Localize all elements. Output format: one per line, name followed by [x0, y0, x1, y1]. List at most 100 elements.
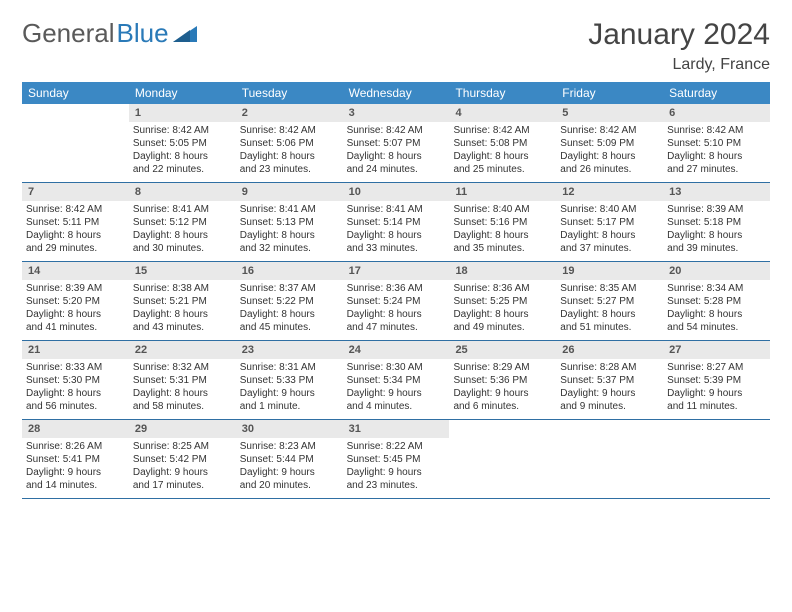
day-number: 25 [449, 341, 556, 359]
day-sunset: Sunset: 5:27 PM [560, 295, 659, 308]
day-sunset: Sunset: 5:17 PM [560, 216, 659, 229]
day-cell: 13Sunrise: 8:39 AMSunset: 5:18 PMDayligh… [663, 183, 770, 261]
day-sunset: Sunset: 5:13 PM [240, 216, 339, 229]
day-daylight1: Daylight: 8 hours [240, 308, 339, 321]
day-number: 30 [236, 420, 343, 438]
header: GeneralBlue January 2024 Lardy, France [22, 18, 770, 74]
day-daylight2: and 22 minutes. [133, 163, 232, 176]
day-daylight2: and 17 minutes. [133, 479, 232, 492]
day-daylight2: and 26 minutes. [560, 163, 659, 176]
day-daylight1: Daylight: 8 hours [347, 150, 446, 163]
day-sunrise: Sunrise: 8:34 AM [667, 282, 766, 295]
day-number: 17 [343, 262, 450, 280]
day-daylight1: Daylight: 9 hours [240, 466, 339, 479]
day-sunrise: Sunrise: 8:29 AM [453, 361, 552, 374]
day-daylight2: and 1 minute. [240, 400, 339, 413]
day-cell: 22Sunrise: 8:32 AMSunset: 5:31 PMDayligh… [129, 341, 236, 419]
day-daylight1: Daylight: 8 hours [560, 229, 659, 242]
day-cell [449, 420, 556, 498]
day-sunrise: Sunrise: 8:41 AM [240, 203, 339, 216]
day-body: Sunrise: 8:42 AMSunset: 5:08 PMDaylight:… [449, 122, 556, 180]
day-daylight1: Daylight: 8 hours [667, 150, 766, 163]
day-sunrise: Sunrise: 8:28 AM [560, 361, 659, 374]
day-daylight1: Daylight: 8 hours [133, 229, 232, 242]
day-daylight1: Daylight: 8 hours [240, 150, 339, 163]
day-sunset: Sunset: 5:41 PM [26, 453, 125, 466]
day-number: 19 [556, 262, 663, 280]
day-cell: 4Sunrise: 8:42 AMSunset: 5:08 PMDaylight… [449, 104, 556, 182]
day-sunset: Sunset: 5:36 PM [453, 374, 552, 387]
day-cell: 14Sunrise: 8:39 AMSunset: 5:20 PMDayligh… [22, 262, 129, 340]
day-daylight2: and 45 minutes. [240, 321, 339, 334]
day-daylight2: and 23 minutes. [240, 163, 339, 176]
day-number: 1 [129, 104, 236, 122]
day-body: Sunrise: 8:33 AMSunset: 5:30 PMDaylight:… [22, 359, 129, 417]
day-daylight2: and 6 minutes. [453, 400, 552, 413]
day-daylight1: Daylight: 8 hours [453, 308, 552, 321]
day-cell: 28Sunrise: 8:26 AMSunset: 5:41 PMDayligh… [22, 420, 129, 498]
day-daylight2: and 20 minutes. [240, 479, 339, 492]
day-daylight1: Daylight: 8 hours [26, 308, 125, 321]
week-row: 1Sunrise: 8:42 AMSunset: 5:05 PMDaylight… [22, 104, 770, 183]
day-body: Sunrise: 8:26 AMSunset: 5:41 PMDaylight:… [22, 438, 129, 496]
day-body: Sunrise: 8:31 AMSunset: 5:33 PMDaylight:… [236, 359, 343, 417]
day-daylight1: Daylight: 9 hours [667, 387, 766, 400]
day-daylight2: and 37 minutes. [560, 242, 659, 255]
day-body: Sunrise: 8:42 AMSunset: 5:10 PMDaylight:… [663, 122, 770, 180]
weekday-tuesday: Tuesday [236, 82, 343, 104]
day-cell: 17Sunrise: 8:36 AMSunset: 5:24 PMDayligh… [343, 262, 450, 340]
day-body: Sunrise: 8:42 AMSunset: 5:09 PMDaylight:… [556, 122, 663, 180]
day-daylight1: Daylight: 8 hours [667, 229, 766, 242]
day-daylight1: Daylight: 8 hours [26, 387, 125, 400]
day-body: Sunrise: 8:30 AMSunset: 5:34 PMDaylight:… [343, 359, 450, 417]
day-cell: 12 Sunrise: 8:40 AMSunset: 5:17 PMDayligh… [556, 183, 663, 261]
day-sunset: Sunset: 5:24 PM [347, 295, 446, 308]
day-number: 12 [556, 183, 663, 201]
day-number: 16 [236, 262, 343, 280]
day-sunset: Sunset: 5:16 PM [453, 216, 552, 229]
day-number: 23 [236, 341, 343, 359]
day-cell [663, 420, 770, 498]
day-sunset: Sunset: 5:22 PM [240, 295, 339, 308]
day-sunrise: Sunrise: 8:40 AM [560, 203, 659, 216]
day-daylight2: and 11 minutes. [667, 400, 766, 413]
day-daylight1: Daylight: 9 hours [347, 466, 446, 479]
day-number: 3 [343, 104, 450, 122]
day-sunset: Sunset: 5:34 PM [347, 374, 446, 387]
day-body: Sunrise: 8:39 AMSunset: 5:20 PMDaylight:… [22, 280, 129, 338]
day-daylight2: and 43 minutes. [133, 321, 232, 334]
day-daylight1: Daylight: 8 hours [133, 150, 232, 163]
day-sunset: Sunset: 5:28 PM [667, 295, 766, 308]
day-number: 2 [236, 104, 343, 122]
day-daylight1: Daylight: 8 hours [560, 308, 659, 321]
weekday-thursday: Thursday [449, 82, 556, 104]
day-number: 6 [663, 104, 770, 122]
day-number: 5 [556, 104, 663, 122]
day-body: Sunrise: 8:39 AMSunset: 5:18 PMDaylight:… [663, 201, 770, 259]
day-daylight2: and 56 minutes. [26, 400, 125, 413]
day-sunrise: Sunrise: 8:26 AM [26, 440, 125, 453]
day-sunset: Sunset: 5:39 PM [667, 374, 766, 387]
logo: GeneralBlue [22, 18, 197, 49]
day-sunset: Sunset: 5:11 PM [26, 216, 125, 229]
month-title: January 2024 [588, 18, 770, 52]
day-sunrise: Sunrise: 8:30 AM [347, 361, 446, 374]
day-daylight1: Daylight: 8 hours [347, 229, 446, 242]
weekday-saturday: Saturday [663, 82, 770, 104]
week-row: 7Sunrise: 8:42 AMSunset: 5:11 PMDaylight… [22, 183, 770, 262]
day-sunrise: Sunrise: 8:22 AM [347, 440, 446, 453]
day-cell: 7Sunrise: 8:42 AMSunset: 5:11 PMDaylight… [22, 183, 129, 261]
day-cell: 10Sunrise: 8:41 AMSunset: 5:14 PMDayligh… [343, 183, 450, 261]
day-number: 15 [129, 262, 236, 280]
day-daylight2: and 39 minutes. [667, 242, 766, 255]
day-body: Sunrise: 8:42 AMSunset: 5:07 PMDaylight:… [343, 122, 450, 180]
day-body: Sunrise: 8:27 AMSunset: 5:39 PMDaylight:… [663, 359, 770, 417]
day-number: 7 [22, 183, 129, 201]
logo-triangle-icon [173, 18, 197, 49]
day-sunset: Sunset: 5:30 PM [26, 374, 125, 387]
day-sunset: Sunset: 5:08 PM [453, 137, 552, 150]
logo-text-blue: Blue [117, 18, 169, 49]
weekday-wednesday: Wednesday [343, 82, 450, 104]
day-sunrise: Sunrise: 8:31 AM [240, 361, 339, 374]
day-cell: 9Sunrise: 8:41 AMSunset: 5:13 PMDaylight… [236, 183, 343, 261]
